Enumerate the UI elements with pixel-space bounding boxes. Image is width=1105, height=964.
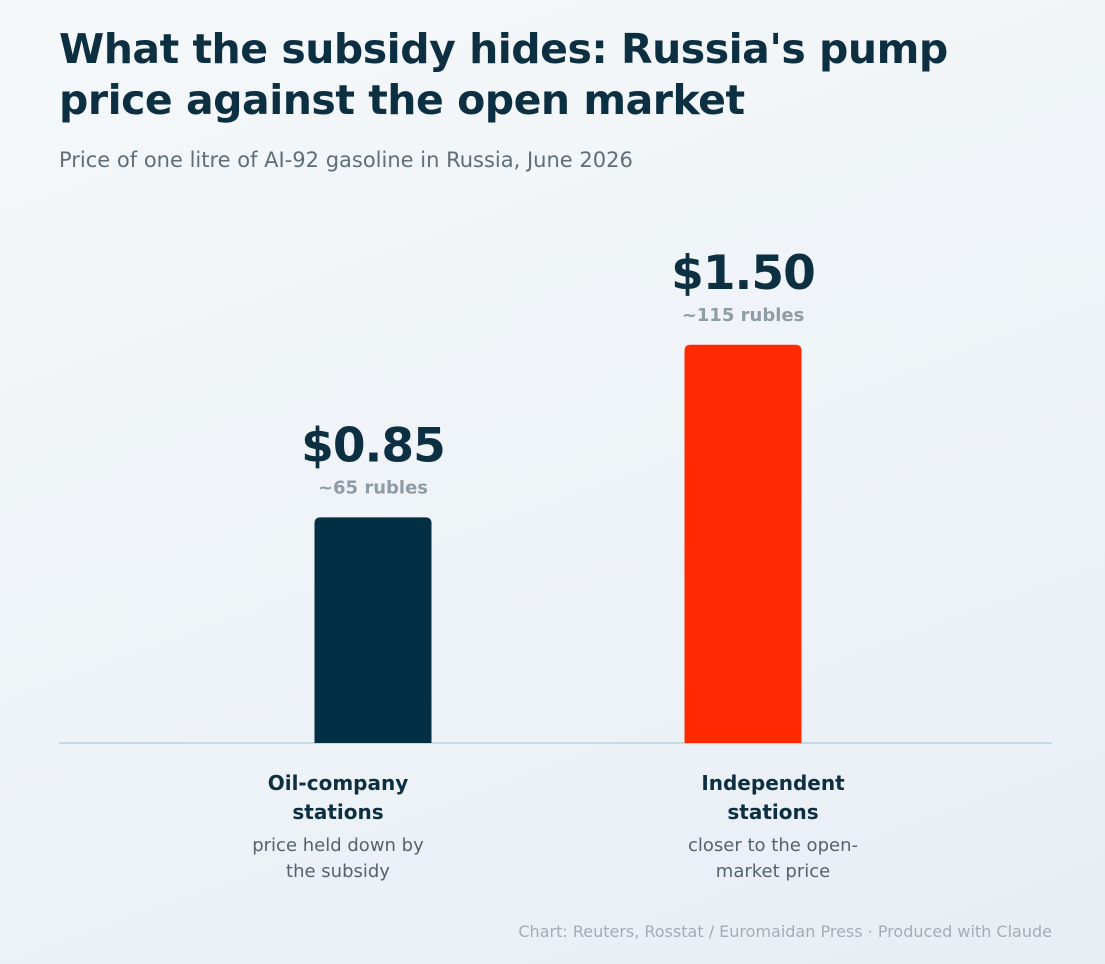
category-independent: Independent stations closer to the open-… (643, 769, 903, 885)
category-label: Oil-company stations (267, 771, 409, 824)
bar-0 (314, 517, 432, 743)
rubles-label-1: ~115 rubles (682, 305, 805, 326)
value-label-0: $0.85 (301, 418, 445, 473)
chart-title: What the subsidy hides: Russia's pump pr… (59, 25, 948, 124)
chart-subtitle: Price of one litre of AI-92 gasoline in … (59, 148, 633, 172)
value-label-1: $1.50 (671, 246, 815, 301)
category-oil-company: Oil-company stations price held down by … (208, 769, 468, 885)
bar-1 (684, 344, 802, 743)
category-note: closer to the open- market price (688, 835, 858, 882)
category-label: Independent stations (701, 771, 845, 824)
rubles-label-0: ~65 rubles (318, 477, 428, 498)
category-note: price held down by the subsidy (252, 835, 424, 882)
source-credit: Chart: Reuters, Rosstat / Euromaidan Pre… (518, 922, 1052, 941)
